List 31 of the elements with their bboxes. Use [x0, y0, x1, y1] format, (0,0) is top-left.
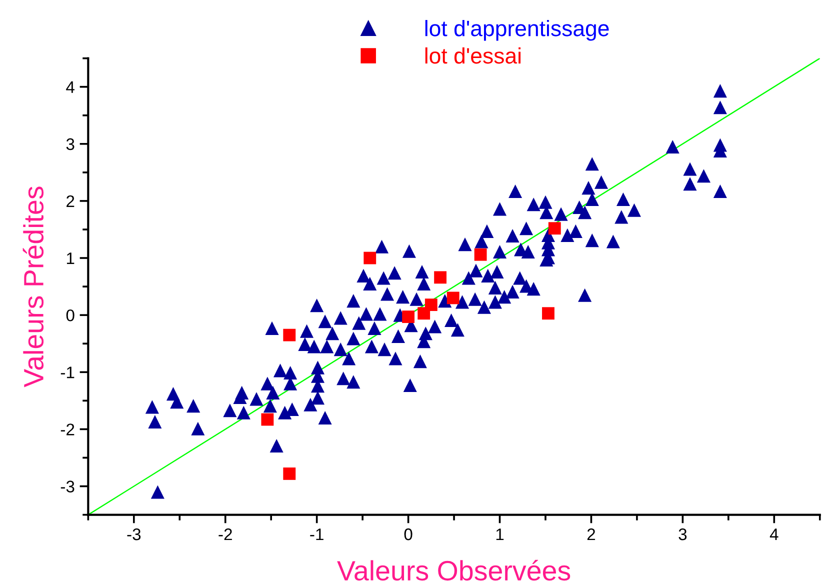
legend-label: lot d'apprentissage — [425, 20, 609, 41]
x-tick-label: 0 — [404, 528, 412, 540]
point — [283, 328, 296, 342]
x-tick-label: 2 — [587, 528, 596, 540]
y-tick-label: -3 — [60, 480, 74, 492]
point — [402, 310, 415, 323]
y-tick-label: 3 — [66, 138, 74, 150]
point — [434, 271, 447, 284]
x-tick-label: -2 — [218, 528, 232, 540]
point — [548, 222, 561, 235]
point — [474, 248, 487, 261]
y-tick-label: -1 — [60, 366, 74, 378]
x-tick-label: 4 — [770, 528, 778, 540]
legend-label: lot d'essai — [425, 47, 521, 64]
x-tick-label: -1 — [310, 528, 324, 540]
y-axis-title: Valeurs Prédites — [22, 186, 44, 388]
point — [424, 298, 438, 312]
point — [261, 413, 274, 426]
point — [283, 467, 296, 480]
x-tick-label: 3 — [678, 528, 687, 540]
y-tick-label: 4 — [66, 81, 74, 93]
y-tick-label: -2 — [60, 424, 74, 436]
x-tick-label: -3 — [127, 528, 141, 540]
x-axis-title: Valeurs Observées — [337, 560, 570, 581]
point — [542, 307, 554, 320]
x-tick-label: 1 — [496, 528, 504, 540]
point — [364, 252, 376, 264]
y-tick-label: 0 — [66, 309, 74, 322]
point — [446, 292, 460, 304]
y-tick-label: 1 — [66, 252, 74, 264]
y-tick-label: 2 — [66, 195, 74, 207]
